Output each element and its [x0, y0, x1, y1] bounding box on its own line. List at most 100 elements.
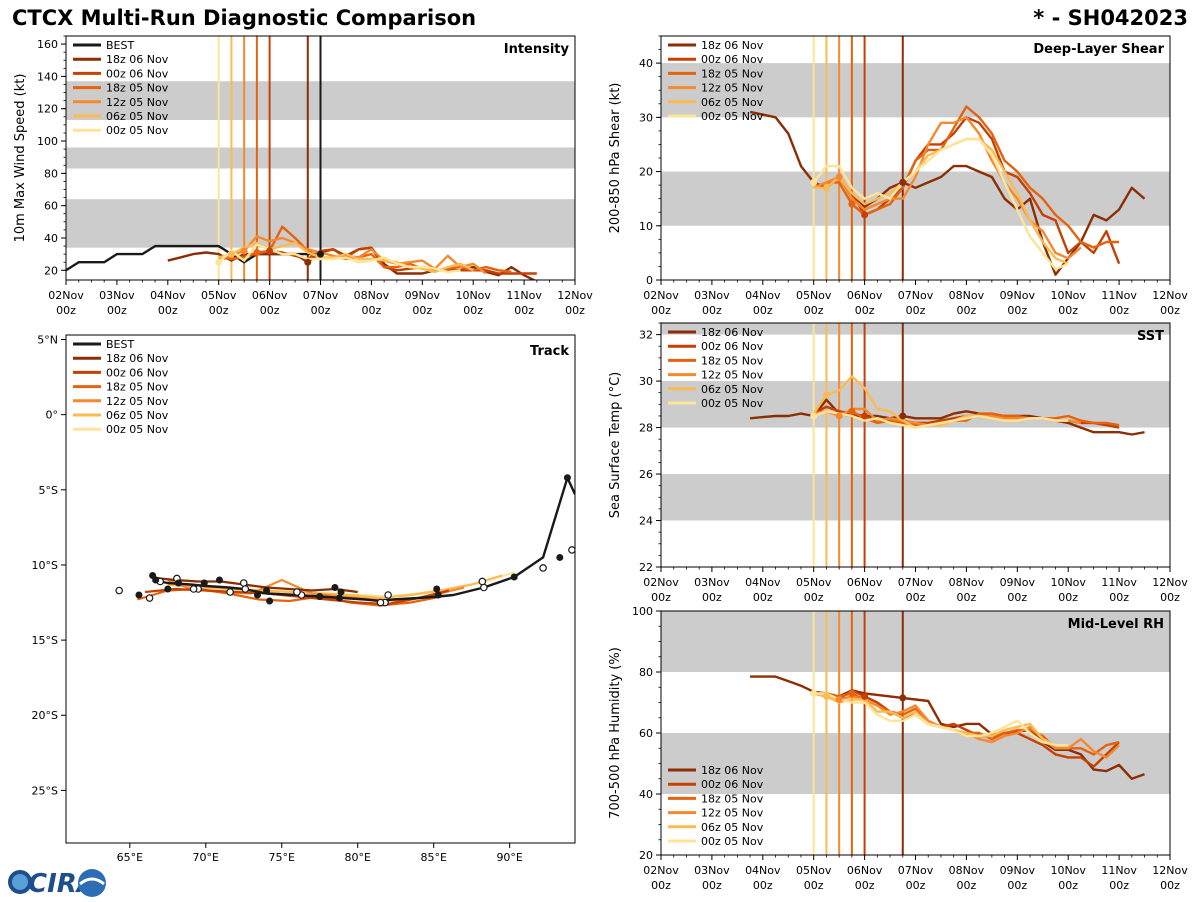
x-tick-label: 00z [855, 304, 875, 317]
init-marker [848, 200, 856, 208]
track-point-open [293, 588, 301, 596]
x-tick-label: 11Nov [506, 289, 542, 302]
y-tick-label: 5°N [37, 334, 58, 347]
x-tick-label: 08Nov [354, 289, 390, 302]
x-tick-label: 11Nov [1101, 576, 1137, 589]
legend-label: 18z 05 Nov [701, 792, 764, 805]
track-point-open [239, 579, 248, 587]
chart-sst: 22 24 26 28 30 32 SST Sea Surface Temp (°C) 02No… [608, 322, 1188, 604]
x-tick-label: 11Nov [1101, 289, 1137, 302]
x-tick-label: 00z [702, 879, 722, 892]
shaded-band [661, 381, 1170, 428]
x-tick-label: 00z [906, 304, 926, 317]
chart-intensity: 20 40 60 80 100 120 140 160 Intensity 10m Max Win… [13, 35, 593, 317]
y-tick-label: 20 [639, 166, 653, 179]
x-tick-label: 00z [1109, 304, 1129, 317]
x-tick-label: 12Nov [1152, 576, 1188, 589]
x-tick-label: 07Nov [898, 864, 934, 877]
track-point-open [189, 585, 198, 593]
track-group [115, 474, 575, 607]
x-tick-label: 05Nov [796, 576, 832, 589]
chart-rh: 20 40 60 80 100 Mid-Level RH 700-500 hPa Humid… [608, 605, 1188, 892]
y-tick-label: 40 [639, 57, 653, 70]
y-tick-label: 40 [44, 232, 58, 245]
track-point-filled [200, 579, 208, 587]
y-tick-label: 24 [639, 515, 653, 528]
series-line [812, 137, 1069, 271]
chart-title: Track [530, 344, 569, 359]
track-point-open [376, 598, 385, 607]
y-axis-label: 10m Max Wind Speed (kt) [13, 74, 28, 243]
init-marker [253, 249, 261, 257]
x-tick-label: 10Nov [1050, 289, 1086, 302]
y-tick-label: 80 [44, 167, 58, 180]
init-marker [861, 412, 869, 420]
x-tick-label: 00z [1058, 304, 1078, 317]
shaded-band [661, 323, 1170, 335]
init-marker [822, 391, 830, 399]
track-point-filled [331, 583, 339, 591]
x-tick-label: 00z [1160, 879, 1180, 892]
x-tick-label: 05Nov [796, 289, 832, 302]
x-tick-label: 70°E [193, 851, 219, 864]
x-tick-label: 00z [56, 304, 76, 317]
legend-label: 18z 05 Nov [106, 82, 169, 95]
series-line [813, 410, 1069, 429]
legend-label: 00z 05 Nov [701, 110, 764, 123]
x-tick-label: 00z [651, 879, 671, 892]
x-tick-label: 11Nov [1101, 864, 1137, 877]
x-tick-label: 00z [260, 304, 280, 317]
x-tick-label: 06Nov [847, 864, 883, 877]
init-marker [835, 695, 843, 703]
init-marker [848, 689, 856, 697]
track-point-filled [263, 587, 271, 595]
x-tick-label: 00z [158, 304, 178, 317]
x-tick-label: 02Nov [643, 576, 679, 589]
x-tick-label: 12Nov [1152, 864, 1188, 877]
legend-label: 06z 05 Nov [701, 821, 764, 834]
legend-label: BEST [106, 39, 134, 52]
x-tick-label: 08Nov [949, 576, 985, 589]
x-tick-label: 09Nov [1000, 864, 1036, 877]
track-point-filled [316, 593, 324, 601]
track-point-open [241, 585, 250, 593]
legend-label: 12z 05 Nov [701, 369, 764, 382]
init-marker [861, 211, 869, 219]
x-tick-label: 12Nov [557, 289, 593, 302]
x-tick-label: 08Nov [949, 289, 985, 302]
y-tick-label: 160 [37, 38, 58, 51]
x-tick-label: 00z [957, 591, 977, 604]
chart-title: Intensity [504, 42, 570, 57]
x-tick-label: 04Nov [150, 289, 186, 302]
x-tick-label: 00z [107, 304, 127, 317]
x-tick-label: 00z [1058, 591, 1078, 604]
x-tick-label: 10Nov [1050, 864, 1086, 877]
chart-shear: 0 10 20 30 40 Deep-Layer Shear 200-850 hPa She… [608, 35, 1188, 317]
init-marker [810, 689, 818, 697]
y-tick-label: 20 [44, 264, 58, 277]
y-tick-label: 25°S [32, 784, 58, 797]
track-point-open [478, 577, 487, 586]
y-tick-label: 140 [37, 70, 58, 83]
legend-label: 12z 05 Nov [106, 395, 169, 408]
x-tick-label: 07Nov [303, 289, 339, 302]
track-point-filled [135, 591, 143, 599]
track-point-filled [152, 576, 160, 584]
x-tick-label: 00z [651, 304, 671, 317]
series-line [218, 235, 487, 275]
y-tick-label: 40 [639, 788, 653, 801]
y-tick-label: 60 [44, 200, 58, 213]
series-line [813, 116, 1082, 260]
init-marker [861, 692, 869, 700]
shaded-band [661, 171, 1170, 226]
cira-emblem-icon [78, 869, 106, 897]
legend-label: 00z 06 Nov [701, 340, 764, 353]
init-marker [227, 250, 235, 258]
init-marker [304, 258, 312, 266]
shaded-band [661, 611, 1170, 672]
legend-label: 00z 05 Nov [106, 124, 169, 137]
track-point-filled [335, 594, 343, 602]
init-marker [835, 412, 843, 420]
x-tick-label: 06Nov [252, 289, 288, 302]
series-line [217, 243, 461, 274]
